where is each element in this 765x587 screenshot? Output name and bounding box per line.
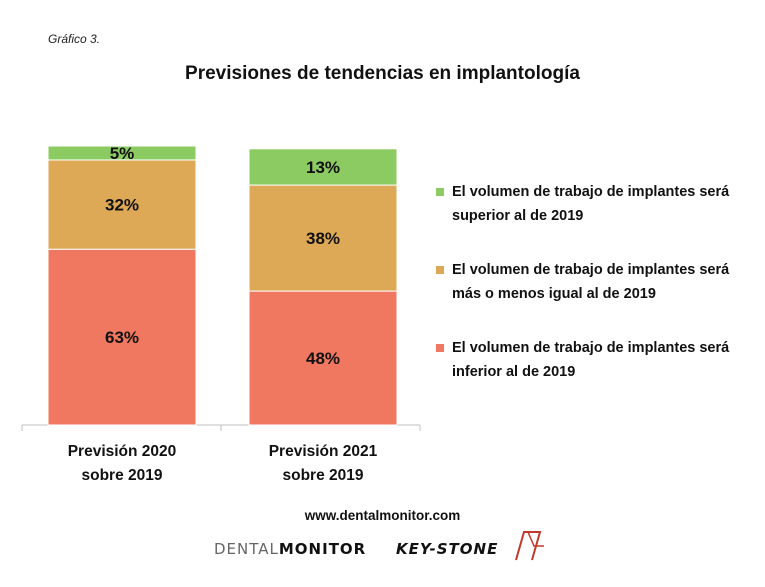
chart-title: Previsiones de tendencias en implantolog… xyxy=(185,63,580,84)
keystone-logo-mark xyxy=(515,531,544,561)
bar-segment-igual-1 xyxy=(47,159,197,250)
x-tick-label: Previsión 2020 xyxy=(68,443,177,460)
dentalmonitor-logo: DENTALMONITOR xyxy=(214,540,366,558)
legend-swatch-inferior xyxy=(436,344,444,352)
legend-label-superior: El volumen de trabajo de implantes será s… xyxy=(452,184,730,224)
x-tick-label: Previsión 2021 xyxy=(269,443,378,460)
data-label-inferior-2: 48% xyxy=(306,349,340,368)
legend-item-superior: El volumen de trabajo de implantes será s… xyxy=(436,180,756,228)
logo-monitor-text: MONITOR xyxy=(278,540,367,558)
legend-label-igual: El volumen de trabajo de implantes será m… xyxy=(452,262,730,302)
data-label-inferior-1: 63% xyxy=(105,328,139,347)
stacked-bar-chart: 63% 32% 5% Previsión 2020 sobre 2019 48% 38% 13… xyxy=(21,144,421,484)
bar-segment-igual-2 xyxy=(248,184,398,292)
figure-caption: Gráfico 3. xyxy=(48,32,101,46)
source-url[interactable]: www.dentalmonitor.com xyxy=(304,508,461,523)
data-label-superior-1: 5% xyxy=(110,144,135,163)
legend-item-igual: El volumen de trabajo de implantes será m… xyxy=(436,258,756,306)
logos: DENTALMONITOR KEY-STONE xyxy=(214,524,554,574)
bar-segment-superior-2 xyxy=(248,148,398,186)
data-label-superior-2: 13% xyxy=(306,158,340,177)
data-label-igual-1: 32% xyxy=(105,196,139,215)
keystone-logo: KEY-STONE xyxy=(396,540,498,558)
logo-keystone-text: KEY-STONE xyxy=(396,540,499,558)
legend-swatch-igual xyxy=(436,266,444,274)
data-label-igual-2: 38% xyxy=(306,229,340,248)
legend-label-inferior: El volumen de trabajo de implantes será i… xyxy=(452,340,730,380)
x-tick-label: sobre 2019 xyxy=(283,467,364,484)
x-tick-label: sobre 2019 xyxy=(82,467,163,484)
logo-dental-text: DENTAL xyxy=(214,540,279,558)
legend-item-inferior: El volumen de trabajo de implantes será i… xyxy=(436,336,756,384)
legend-swatch-superior xyxy=(436,188,444,196)
bar-segment-superior-1 xyxy=(47,145,197,161)
